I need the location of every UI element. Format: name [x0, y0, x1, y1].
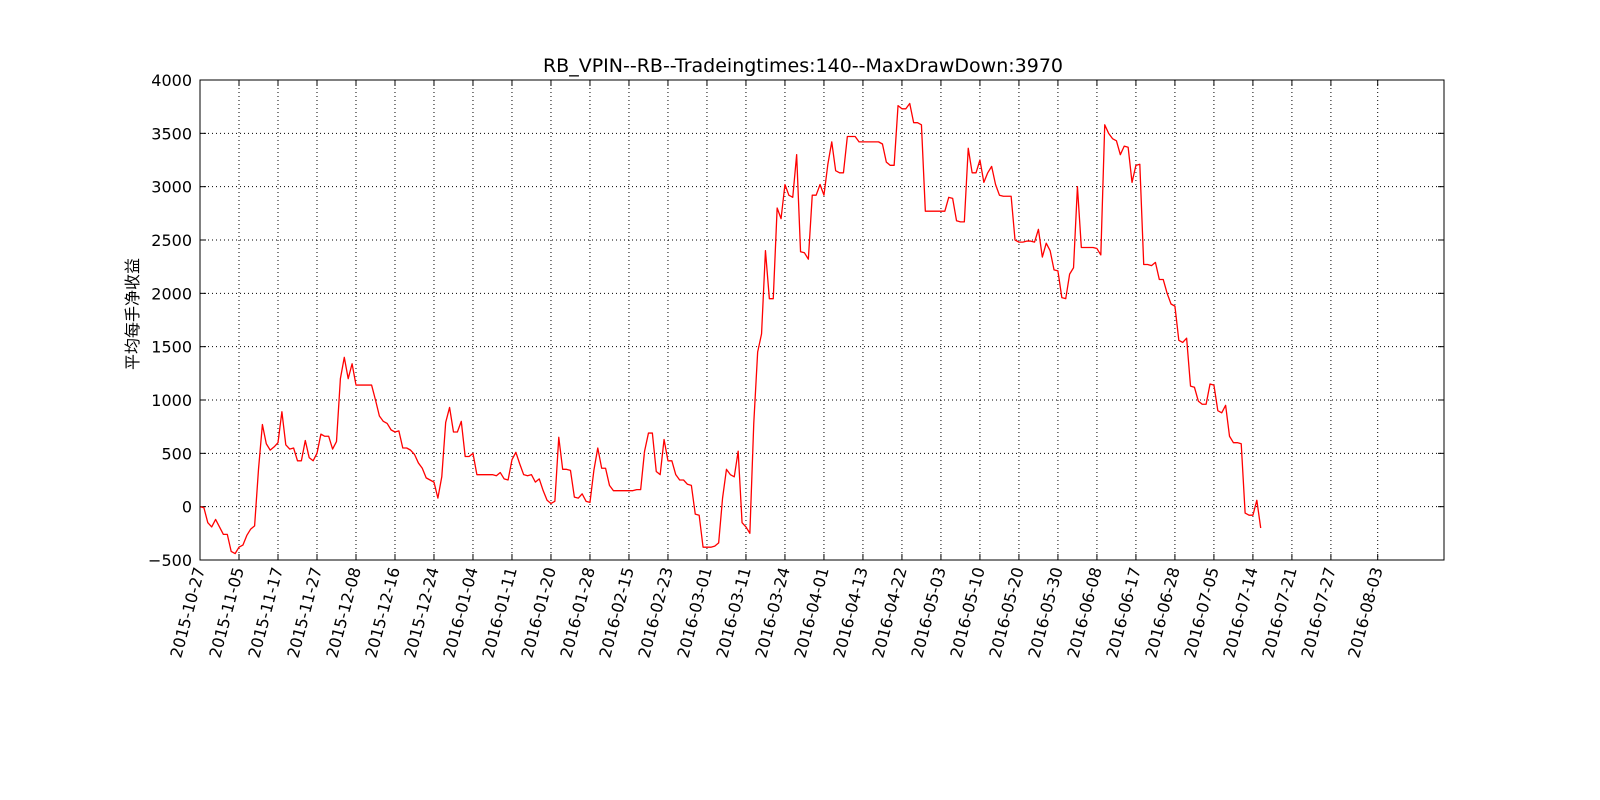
x-tick-labels: 2015-10-272015-11-052015-11-172015-11-27…	[166, 565, 1386, 660]
x-tick-label: 2016-02-23	[634, 565, 676, 660]
y-tick-label: 3000	[151, 178, 192, 197]
x-tick-label: 2016-07-05	[1180, 565, 1222, 660]
plot-area-frame	[199, 79, 1445, 561]
y-tick-label: 3500	[151, 124, 192, 143]
x-tick-label: 2015-12-08	[322, 565, 364, 660]
x-tick-label: 2016-04-22	[868, 565, 910, 660]
x-tick-label: 2016-01-20	[517, 565, 559, 660]
x-tick-label: 2015-11-05	[205, 565, 247, 660]
x-tick-label: 2016-06-08	[1063, 565, 1105, 660]
x-tick-label: 2016-06-28	[1141, 565, 1183, 660]
x-tick-label: 2016-05-03	[907, 565, 949, 660]
x-tick-label: 2016-03-24	[751, 565, 793, 660]
y-tick-label: −500	[148, 551, 192, 570]
series-line	[199, 102, 1262, 555]
y-tick-label: 2500	[151, 231, 192, 250]
x-tick-label: 2016-07-21	[1258, 565, 1300, 660]
y-tick-labels: −500 0 500 1000 1500 2000 2500 3000 3500 4000	[148, 71, 192, 570]
x-tick-label: 2015-12-24	[400, 565, 442, 660]
x-tick-label: 2016-07-27	[1297, 565, 1339, 660]
y-tick-label: 1000	[151, 391, 192, 410]
x-tick-label: 2016-04-01	[790, 565, 832, 660]
y-tick-label: 0	[182, 498, 192, 517]
y-tick-label: 4000	[151, 71, 192, 90]
x-tick-label: 2016-08-03	[1344, 565, 1386, 660]
x-tick-label: 2016-07-14	[1219, 565, 1261, 660]
x-tick-label: 2015-11-27	[283, 565, 325, 660]
y-tick-label: 2000	[151, 284, 192, 303]
x-tick-label: 2016-06-17	[1102, 565, 1144, 660]
x-tick-label: 2016-05-20	[985, 565, 1027, 660]
x-tick-label: 2015-12-16	[361, 565, 403, 660]
x-tick-label: 2016-01-04	[439, 565, 481, 660]
y-tick-label: 1500	[151, 338, 192, 357]
axis-ticks	[199, 79, 1444, 561]
series-layer	[199, 102, 1262, 555]
x-tick-label: 2016-02-15	[595, 565, 637, 660]
y-axis-label: 平均每手净收益	[123, 258, 142, 370]
chart-title: RB_VPIN--RB--Tradeingtimes:140--MaxDrawD…	[543, 55, 1063, 77]
x-tick-label: 2016-05-30	[1024, 565, 1066, 660]
y-tick-label: 500	[161, 444, 192, 463]
x-tick-label: 2016-05-10	[946, 565, 988, 660]
x-tick-label: 2016-04-13	[829, 565, 871, 660]
grid-lines	[200, 80, 1444, 560]
x-tick-label: 2016-01-28	[556, 565, 598, 660]
x-tick-label: 2015-10-27	[166, 565, 208, 660]
x-tick-label: 2016-03-01	[673, 565, 715, 660]
x-tick-label: 2015-11-17	[244, 565, 286, 660]
x-tick-label: 2016-01-11	[478, 565, 520, 660]
x-tick-label: 2016-03-11	[712, 565, 754, 660]
